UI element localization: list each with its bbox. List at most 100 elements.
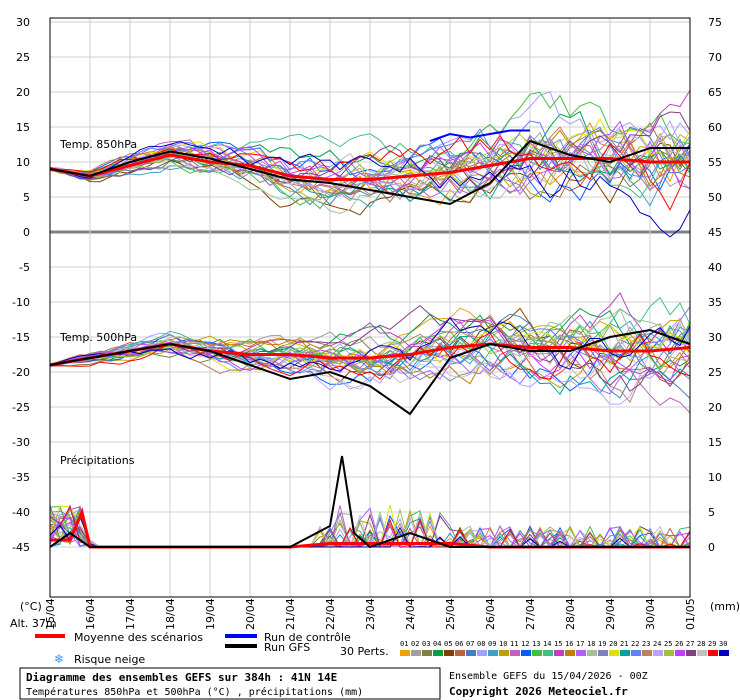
x-tick-label: 15/04 — [44, 598, 57, 630]
pert-number: 01 — [400, 640, 408, 648]
pert-number: 22 — [631, 640, 639, 648]
left-tick-label: 15 — [16, 121, 30, 134]
right-tick-label: 65 — [708, 86, 722, 99]
run-info: Ensemble GEFS du 15/04/2026 - 00Z — [449, 671, 648, 682]
x-tick-label: 24/04 — [404, 598, 417, 630]
pert-number: 24 — [653, 640, 661, 648]
x-tick-label: 22/04 — [324, 598, 337, 630]
pert-number: 16 — [565, 640, 573, 648]
pert-color-swatch — [587, 650, 597, 656]
x-tick-label: 25/04 — [444, 598, 457, 630]
pert-number: 20 — [609, 640, 617, 648]
pert-color-swatch — [598, 650, 608, 656]
right-tick-label: 0 — [708, 541, 715, 554]
right-tick-label: 60 — [708, 121, 722, 134]
left-tick-label: -45 — [12, 541, 30, 554]
pert-number: 14 — [543, 640, 551, 648]
x-tick-label: 27/04 — [524, 598, 537, 630]
pert-color-swatch — [455, 650, 465, 656]
ensemble-member-line — [49, 320, 691, 390]
pert-number: 10 — [499, 640, 507, 648]
panel-label-t500: Temp. 500hPa — [59, 331, 137, 344]
chart-title: Diagramme des ensembles GEFS sur 384h : … — [26, 671, 337, 684]
x-tick-label: 26/04 — [484, 598, 497, 630]
pert-color-swatch — [719, 650, 729, 656]
right-tick-label: 25 — [708, 366, 722, 379]
pert-color-swatch — [554, 650, 564, 656]
series-line-t500 — [49, 328, 691, 416]
pert-color-swatch — [565, 650, 575, 656]
pert-number: 02 — [411, 640, 419, 648]
legend-gfs-label: Run GFS — [264, 641, 310, 654]
x-tick-label: 19/04 — [204, 598, 217, 630]
snowflake-icon: ❄ — [54, 652, 64, 666]
series-line-t850 — [49, 139, 690, 206]
right-tick-label: 15 — [708, 436, 722, 449]
x-tick-label: 30/04 — [644, 598, 657, 630]
right-tick-label: 35 — [708, 296, 722, 309]
pert-number: 21 — [620, 640, 628, 648]
legend-mean-label: Moyenne des scénarios — [74, 631, 203, 644]
x-tick-label: 21/04 — [284, 598, 297, 630]
right-tick-label: 70 — [708, 51, 722, 64]
perturbation-legend: 01 02 03 04 05 06 07 08 09 10 11 12 13 14 15 16 17 18 19 20… — [400, 640, 729, 656]
pert-number: 17 — [576, 640, 584, 648]
pert-color-swatch — [488, 650, 498, 656]
series-line-precip — [49, 455, 690, 549]
x-tick-label: 20/04 — [244, 598, 257, 630]
pert-color-swatch — [510, 650, 520, 656]
pert-number: 29 — [708, 640, 716, 648]
left-tick-label: 5 — [23, 191, 30, 204]
pert-number: 12 — [521, 640, 529, 648]
pert-color-swatch — [664, 650, 674, 656]
ensemble-member-line — [49, 329, 691, 392]
right-tick-label: 50 — [708, 191, 722, 204]
pert-color-swatch — [631, 650, 641, 656]
pert-number: 18 — [587, 640, 595, 648]
right-tick-label: 55 — [708, 156, 722, 169]
pert-color-swatch — [642, 650, 652, 656]
pert-color-swatch — [466, 650, 476, 656]
pert-number: 03 — [422, 640, 430, 648]
ensemble-member-line — [49, 321, 691, 371]
pert-color-swatch — [675, 650, 685, 656]
left-tick-label: -5 — [19, 261, 30, 274]
pert-color-swatch — [532, 650, 542, 656]
right-tick-label: 45 — [708, 226, 722, 239]
plot-frame — [49, 17, 691, 598]
panel-label-precip: Précipitations — [60, 454, 135, 467]
x-tick-label: 18/04 — [164, 598, 177, 630]
ensemble-member-line — [49, 111, 691, 191]
pert-number: 23 — [642, 640, 650, 648]
legend-control-label: Run de contrôle — [264, 631, 351, 644]
x-tick-label: 23/04 — [364, 598, 377, 630]
pert-color-swatch — [620, 650, 630, 656]
pert-color-swatch — [433, 650, 443, 656]
left-axis-unit: (°C) — [20, 600, 42, 613]
left-tick-label: -20 — [12, 366, 30, 379]
pert-number: 09 — [488, 640, 496, 648]
right-tick-label: 10 — [708, 471, 722, 484]
pert-number: 25 — [664, 640, 672, 648]
pert-color-swatch — [697, 650, 707, 656]
pert-color-swatch — [543, 650, 553, 656]
left-tick-label: 30 — [16, 16, 30, 29]
left-tick-label: 20 — [16, 86, 30, 99]
pert-number: 05 — [444, 640, 452, 648]
pert-color-swatch — [653, 650, 663, 656]
x-tick-label: 28/04 — [564, 598, 577, 630]
panel-label-t850: Temp. 850hPa — [59, 138, 137, 151]
x-tick-label: 16/04 — [84, 598, 97, 630]
ensemble-member-line — [49, 134, 691, 211]
x-tick-label: 17/04 — [124, 598, 137, 630]
pert-number: 28 — [697, 640, 705, 648]
series-line-t850 — [429, 129, 530, 142]
chart-subtitle: Températures 850hPa et 500hPa (°C) , pré… — [26, 686, 363, 698]
right-tick-label: 20 — [708, 401, 722, 414]
title-box — [19, 667, 441, 700]
pert-number: 15 — [554, 640, 562, 648]
pert-number: 04 — [433, 640, 441, 648]
pert-number: 06 — [455, 640, 463, 648]
